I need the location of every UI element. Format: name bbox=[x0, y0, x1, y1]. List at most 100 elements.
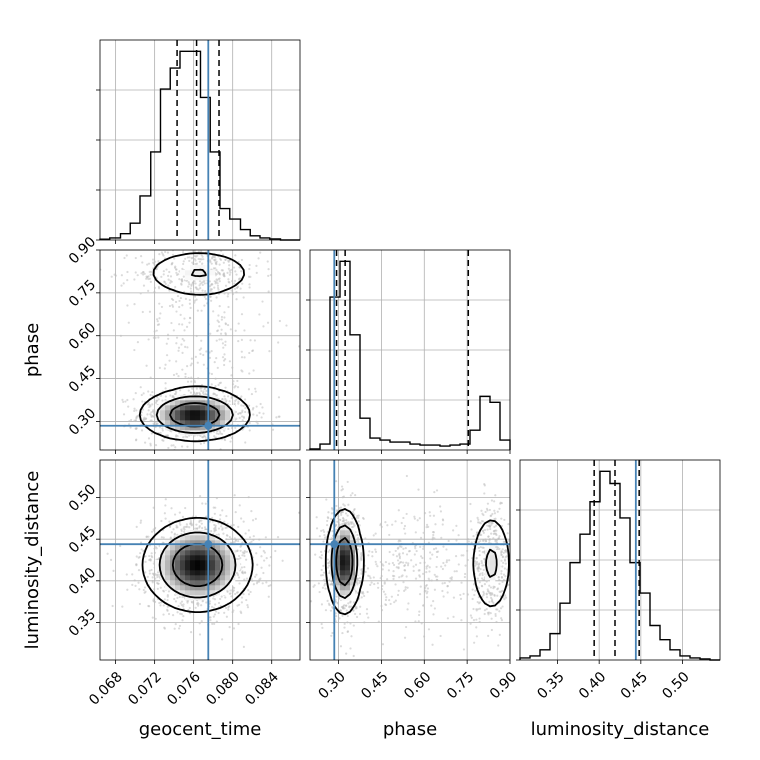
sample-point bbox=[489, 514, 492, 518]
sample-point bbox=[327, 566, 330, 569]
density-cell bbox=[210, 560, 216, 566]
density-cell bbox=[230, 405, 236, 411]
sample-point bbox=[150, 568, 153, 572]
sample-point bbox=[412, 565, 415, 568]
sample-point bbox=[388, 550, 391, 554]
sample-point bbox=[220, 338, 223, 341]
sample-point bbox=[486, 611, 490, 614]
sample-point bbox=[419, 545, 422, 548]
sample-point bbox=[180, 529, 183, 533]
sample-point bbox=[340, 513, 343, 516]
sample-point bbox=[252, 369, 255, 372]
density-cell bbox=[195, 425, 201, 431]
sample-point bbox=[202, 363, 205, 366]
sample-point bbox=[181, 304, 184, 307]
panel-phase-vs-geocent_time bbox=[96, 227, 301, 487]
sample-point bbox=[502, 573, 506, 576]
sample-point bbox=[175, 310, 178, 313]
sample-point bbox=[499, 590, 502, 594]
sample-point bbox=[112, 569, 115, 572]
density-layer bbox=[310, 474, 513, 658]
sample-point bbox=[203, 441, 206, 445]
sample-point bbox=[503, 549, 507, 552]
sample-point bbox=[181, 251, 185, 254]
sample-point bbox=[354, 590, 358, 593]
sample-point bbox=[249, 227, 251, 229]
density-cell bbox=[195, 575, 201, 581]
sample-point bbox=[278, 319, 281, 323]
density-cell bbox=[190, 265, 196, 271]
hist-bar bbox=[180, 51, 190, 240]
sample-point bbox=[133, 348, 136, 352]
density-cell bbox=[210, 570, 216, 576]
sample-point bbox=[312, 585, 315, 588]
sample-point bbox=[243, 554, 246, 558]
sample-point bbox=[495, 529, 498, 532]
sample-point bbox=[425, 583, 428, 587]
sample-point bbox=[234, 329, 237, 332]
sample-point bbox=[184, 375, 187, 378]
hist-bar bbox=[490, 402, 500, 450]
sample-point bbox=[236, 286, 239, 289]
sample-point bbox=[155, 318, 159, 321]
sample-point bbox=[313, 584, 316, 587]
sample-point bbox=[134, 427, 137, 430]
sample-point bbox=[155, 547, 158, 550]
sample-point bbox=[260, 416, 263, 419]
density-cell bbox=[190, 540, 196, 546]
sample-point bbox=[199, 442, 202, 445]
sample-point bbox=[227, 292, 230, 296]
sample-point bbox=[414, 531, 417, 534]
sample-point bbox=[242, 520, 245, 523]
sample-point bbox=[395, 566, 398, 569]
sample-point bbox=[263, 559, 266, 562]
sample-point bbox=[395, 555, 399, 558]
density-cell bbox=[170, 575, 176, 581]
sample-point bbox=[405, 512, 408, 516]
hist-bar bbox=[410, 444, 420, 450]
sample-point bbox=[218, 263, 221, 266]
sample-point bbox=[329, 609, 333, 612]
density-cell bbox=[330, 555, 336, 561]
sample-point bbox=[171, 394, 174, 398]
density-cell bbox=[340, 570, 346, 576]
sample-point bbox=[241, 419, 244, 422]
sample-point bbox=[400, 560, 403, 564]
density-cell bbox=[200, 415, 206, 421]
sample-point bbox=[161, 439, 164, 442]
sample-point bbox=[143, 485, 145, 487]
sample-point bbox=[277, 341, 280, 344]
sample-point bbox=[221, 509, 224, 512]
density-cell bbox=[225, 405, 231, 411]
sample-point bbox=[142, 588, 145, 592]
density-cell bbox=[220, 405, 226, 411]
sample-point bbox=[178, 278, 181, 281]
sample-point bbox=[119, 544, 122, 548]
sample-point bbox=[255, 264, 258, 267]
sample-point bbox=[182, 246, 184, 248]
sample-point bbox=[218, 304, 221, 308]
sample-point bbox=[357, 514, 360, 517]
sample-point bbox=[155, 422, 158, 426]
sample-point bbox=[150, 469, 152, 471]
sample-point bbox=[189, 630, 193, 634]
sample-point bbox=[235, 291, 238, 294]
sample-point bbox=[181, 368, 184, 371]
sample-point bbox=[391, 523, 394, 526]
sample-point bbox=[477, 546, 480, 550]
sample-point bbox=[136, 341, 140, 344]
sample-point bbox=[351, 492, 354, 495]
sample-point bbox=[126, 588, 129, 591]
sample-point bbox=[485, 580, 488, 583]
sample-point bbox=[232, 627, 236, 630]
sample-point bbox=[255, 552, 258, 555]
sample-point bbox=[248, 263, 251, 267]
sample-point bbox=[239, 287, 242, 290]
sample-point bbox=[511, 546, 513, 548]
sample-point bbox=[133, 278, 136, 281]
density-cell bbox=[185, 410, 191, 416]
density-cell bbox=[200, 535, 206, 541]
sample-point bbox=[149, 413, 152, 416]
sample-point bbox=[396, 559, 400, 562]
sample-point bbox=[457, 563, 460, 566]
